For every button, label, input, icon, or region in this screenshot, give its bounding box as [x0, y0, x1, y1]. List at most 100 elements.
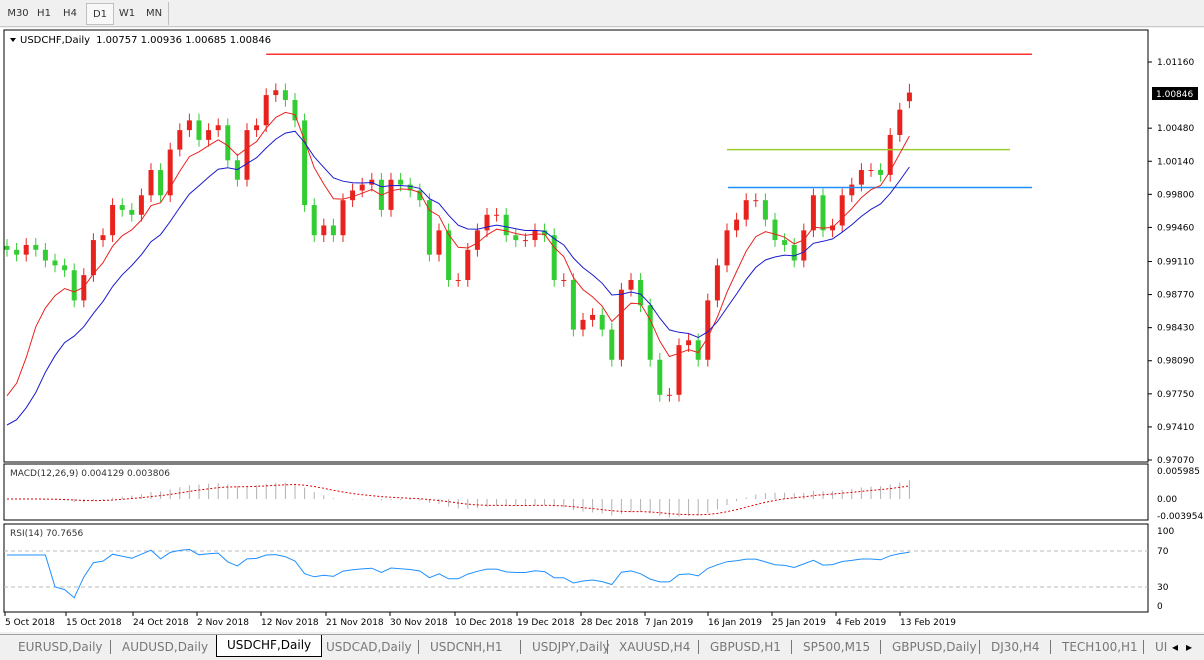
candle [753, 193, 759, 207]
date-tick-label: 15 Oct 2018 [66, 618, 122, 628]
candle [686, 333, 692, 352]
candle-body [580, 319, 586, 330]
date-tick-label: 16 Jan 2019 [708, 618, 762, 628]
candle-body [446, 230, 452, 280]
timeframe-d1[interactable]: D1 [86, 3, 114, 25]
tab-usdcad-daily[interactable]: USDCAD,Daily [326, 640, 412, 654]
date-tick-label: 10 Dec 2018 [455, 618, 513, 628]
candle-body [426, 200, 432, 255]
tab-audusd-daily[interactable]: AUDUSD,Daily [122, 640, 209, 654]
candle [695, 333, 701, 367]
candle [215, 118, 221, 137]
tab-xauusd-h4[interactable]: XAUUSD,H4 [619, 640, 691, 654]
candle [33, 238, 39, 257]
candle-body [522, 240, 528, 242]
price-tick-label: 1.01160 [1157, 58, 1194, 68]
candle-body [196, 120, 202, 140]
candle [263, 88, 269, 133]
candle-body [177, 130, 183, 150]
tab-divider [791, 640, 792, 654]
tab-gbpusd-h1[interactable]: GBPUSD,H1 [710, 640, 781, 654]
candle-body [398, 179, 404, 185]
timeframe-m30[interactable]: M30 [7, 8, 29, 19]
candle-body [618, 289, 624, 360]
candle-body [657, 359, 663, 395]
collapse-triangle-icon[interactable] [10, 38, 16, 42]
tab-usdcnh-h1[interactable]: USDCNH,H1 [430, 640, 503, 654]
candle-body [52, 260, 58, 266]
tab-tech100-h1[interactable]: TECH100,H1 [1062, 640, 1138, 654]
tab-sp500-m15[interactable]: SP500,M15 [803, 640, 871, 654]
tab-ui[interactable]: UI [1155, 640, 1168, 654]
candle [23, 238, 29, 262]
chart-window[interactable]: USDCHF,Daily 1.00757 1.00936 1.00685 1.00… [0, 28, 1204, 632]
chart-canvas[interactable]: USDCHF,Daily 1.00757 1.00936 1.00685 1.00… [0, 28, 1204, 632]
tab-scroll-right-icon[interactable]: ▸ [1186, 637, 1193, 657]
candle-body [830, 225, 836, 231]
tab-dj30-h4[interactable]: DJ30,H4 [991, 640, 1040, 654]
candle [244, 123, 250, 187]
candle-body [455, 279, 461, 281]
candle [561, 273, 567, 287]
candle-body [254, 125, 260, 131]
candle [676, 338, 682, 402]
price-axis[interactable]: 1.01160 1.00480 1.00140 0.99800 0.99460 0.991… [1148, 58, 1194, 466]
candle-body [638, 279, 644, 306]
candle-body [340, 200, 346, 236]
candle [148, 163, 154, 203]
candle-body [810, 195, 816, 231]
timeframe-h4[interactable]: H4 [63, 8, 77, 19]
candle [638, 273, 644, 313]
tab-divider [520, 640, 521, 654]
candle [167, 142, 173, 203]
candle-body [906, 92, 912, 102]
date-axis[interactable]: 5 Oct 2018 15 Oct 2018 24 Oct 2018 2 Nov 20… [4, 612, 956, 628]
candle [839, 188, 845, 233]
timeframe-w1[interactable]: W1 [118, 8, 136, 19]
candle-body [782, 240, 788, 245]
candle-body [129, 209, 135, 215]
candle [542, 223, 548, 243]
tab-divider [1143, 640, 1144, 654]
candle-body [743, 200, 749, 220]
candle [858, 163, 864, 192]
candle [714, 258, 720, 308]
candle [158, 163, 164, 203]
tab-usdjpy-daily[interactable]: USDJPY,Daily [532, 640, 610, 654]
candle [292, 93, 298, 128]
candle-body [494, 214, 500, 216]
candle [14, 242, 20, 262]
candle [282, 83, 288, 107]
candle [801, 223, 807, 268]
date-tick-label: 24 Oct 2018 [133, 618, 189, 628]
current-price-marker [1152, 87, 1198, 100]
candle-body [321, 225, 327, 236]
candle-body [465, 249, 471, 280]
candle [782, 233, 788, 252]
candle-body [561, 279, 567, 281]
candle [388, 172, 394, 217]
tab-eurusd-daily[interactable]: EURUSD,Daily [18, 640, 103, 654]
candle [580, 313, 586, 337]
timeframe-mn[interactable]: MN [145, 8, 163, 19]
candle [302, 113, 308, 212]
candle-body [186, 120, 192, 131]
date-tick-label: 7 Jan 2019 [645, 618, 693, 628]
candle-body [532, 230, 538, 241]
candle-body [724, 230, 730, 266]
candle-body [551, 235, 557, 280]
candle-body [158, 170, 164, 196]
tab-gbpusd-daily[interactable]: GBPUSD,Daily [892, 640, 977, 654]
tab-divider [698, 640, 699, 654]
timeframe-h1[interactable]: H1 [37, 8, 51, 19]
candle [906, 83, 912, 109]
rsi-tick-label: 70 [1157, 547, 1169, 557]
candle [820, 188, 826, 238]
candle [129, 203, 135, 222]
candle [90, 233, 96, 282]
tab-scroll-left-icon[interactable]: ◂ [1172, 637, 1179, 657]
candle-body [138, 195, 144, 215]
candle-body [119, 205, 125, 210]
tab-usdchf-daily[interactable]: USDCHF,Daily [216, 635, 323, 657]
candle-body [762, 200, 768, 220]
